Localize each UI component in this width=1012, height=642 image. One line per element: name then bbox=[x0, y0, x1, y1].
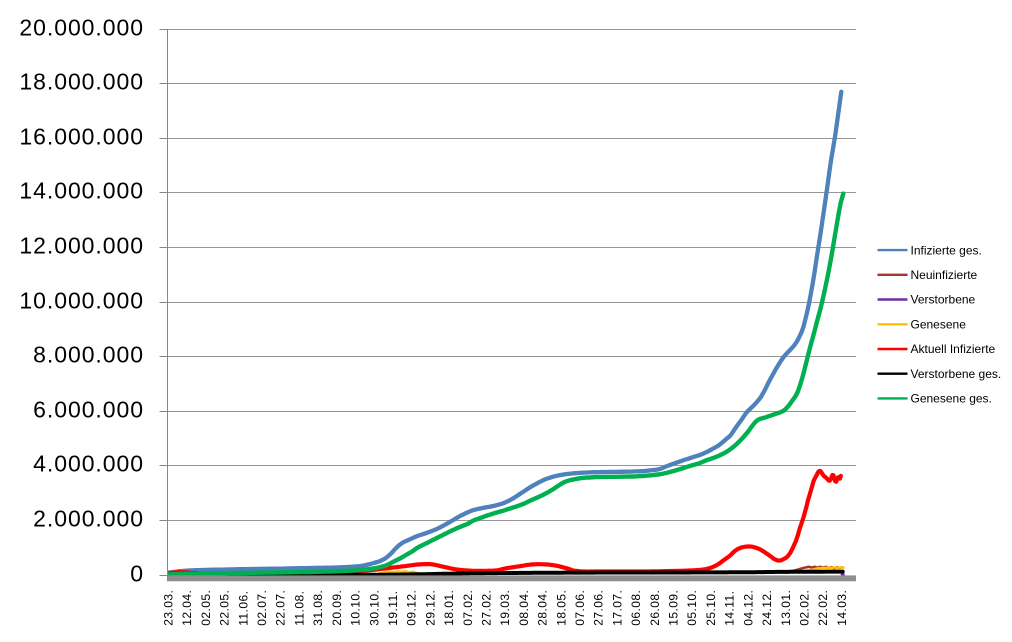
svg-text:26.08.: 26.08. bbox=[648, 590, 662, 626]
svg-text:19.11.: 19.11. bbox=[386, 591, 400, 626]
svg-text:04.12.: 04.12. bbox=[741, 590, 755, 626]
svg-text:20.000.000: 20.000.000 bbox=[19, 14, 144, 40]
svg-text:Aktuell Infizierte: Aktuell Infizierte bbox=[911, 342, 996, 356]
svg-text:18.01.: 18.01. bbox=[442, 590, 456, 626]
svg-text:27.06.: 27.06. bbox=[592, 590, 606, 626]
svg-text:25.10.: 25.10. bbox=[704, 590, 718, 626]
svg-text:14.11.: 14.11. bbox=[723, 591, 737, 626]
svg-text:02.07.: 02.07. bbox=[255, 590, 269, 626]
svg-text:10.000.000: 10.000.000 bbox=[19, 287, 144, 313]
svg-text:30.10.: 30.10. bbox=[367, 590, 381, 626]
svg-text:22.02.: 22.02. bbox=[816, 590, 830, 626]
svg-text:07.02.: 07.02. bbox=[461, 590, 475, 626]
svg-text:31.08.: 31.08. bbox=[311, 590, 325, 626]
svg-text:10.10.: 10.10. bbox=[349, 590, 363, 626]
svg-text:07.06.: 07.06. bbox=[573, 590, 587, 626]
svg-text:6.000.000: 6.000.000 bbox=[33, 396, 144, 422]
svg-text:18.000.000: 18.000.000 bbox=[19, 68, 144, 94]
svg-text:23.03.: 23.03. bbox=[162, 590, 176, 626]
svg-text:02.05.: 02.05. bbox=[199, 590, 213, 626]
svg-text:16.000.000: 16.000.000 bbox=[19, 123, 144, 149]
svg-text:4.000.000: 4.000.000 bbox=[33, 450, 144, 476]
svg-text:Infizierte ges.: Infizierte ges. bbox=[911, 243, 982, 257]
svg-text:14.000.000: 14.000.000 bbox=[19, 177, 144, 203]
svg-text:17.07.: 17.07. bbox=[610, 590, 624, 626]
svg-text:22.07.: 22.07. bbox=[274, 590, 288, 626]
svg-text:19.03.: 19.03. bbox=[498, 590, 512, 626]
svg-text:05.10.: 05.10. bbox=[685, 590, 699, 626]
svg-text:28.04.: 28.04. bbox=[536, 590, 550, 626]
svg-text:27.02.: 27.02. bbox=[480, 590, 494, 626]
svg-text:06.08.: 06.08. bbox=[629, 590, 643, 626]
svg-text:09.12.: 09.12. bbox=[405, 590, 419, 626]
svg-text:Verstorbene ges.: Verstorbene ges. bbox=[911, 367, 1002, 381]
svg-text:12.04.: 12.04. bbox=[180, 590, 194, 626]
svg-text:11.06.: 11.06. bbox=[236, 591, 250, 626]
svg-text:Genesene ges.: Genesene ges. bbox=[911, 392, 992, 406]
svg-text:22.05.: 22.05. bbox=[218, 590, 232, 626]
svg-text:Genesene: Genesene bbox=[911, 318, 967, 332]
svg-text:29.12.: 29.12. bbox=[423, 590, 437, 626]
svg-text:14.03.: 14.03. bbox=[835, 590, 849, 626]
svg-text:Verstorbene: Verstorbene bbox=[911, 293, 976, 307]
svg-text:0: 0 bbox=[130, 560, 144, 586]
svg-text:2.000.000: 2.000.000 bbox=[33, 505, 144, 531]
svg-text:Neuinfizierte: Neuinfizierte bbox=[911, 268, 978, 282]
svg-text:12.000.000: 12.000.000 bbox=[19, 232, 144, 258]
svg-text:20.09.: 20.09. bbox=[330, 590, 344, 626]
svg-text:15.09.: 15.09. bbox=[667, 590, 681, 626]
svg-text:02.02.: 02.02. bbox=[798, 590, 812, 626]
svg-text:24.12.: 24.12. bbox=[760, 590, 774, 626]
svg-text:08.04.: 08.04. bbox=[517, 590, 531, 626]
svg-text:18.05.: 18.05. bbox=[554, 590, 568, 626]
svg-text:8.000.000: 8.000.000 bbox=[33, 341, 144, 367]
svg-text:11.08.: 11.08. bbox=[292, 591, 306, 626]
svg-text:13.01.: 13.01. bbox=[779, 590, 793, 626]
